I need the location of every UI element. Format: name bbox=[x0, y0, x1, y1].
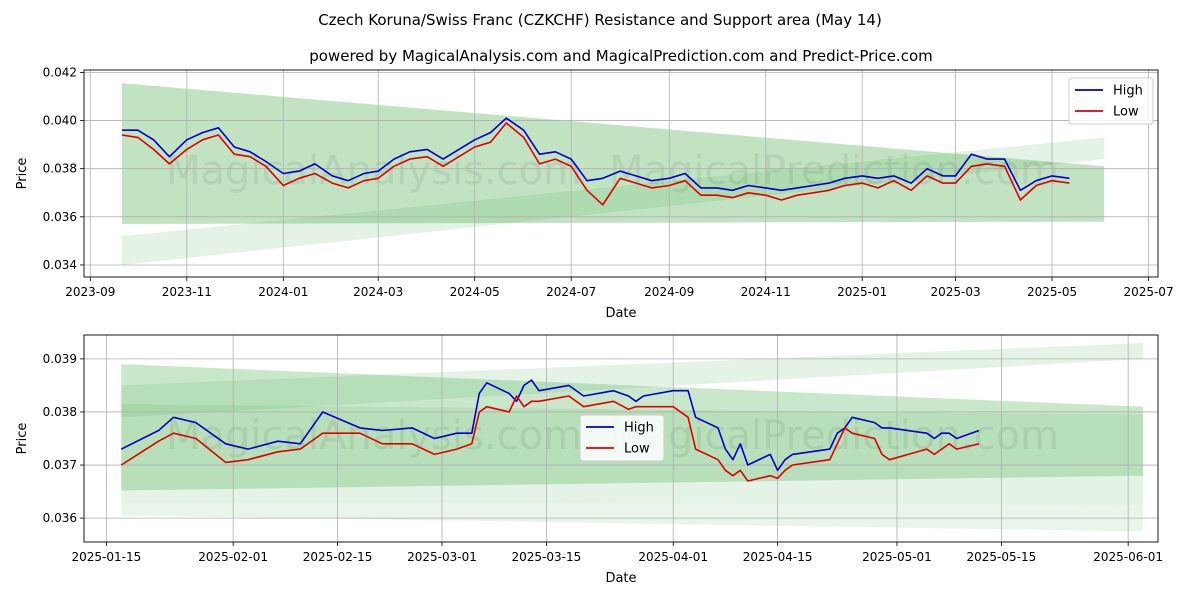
x-tick-label: 2024-09 bbox=[644, 285, 694, 299]
x-tick-label: 2025-04-15 bbox=[743, 550, 813, 564]
x-tick-label: 2025-03-15 bbox=[512, 550, 582, 564]
x-tick-label: 2025-06-01 bbox=[1093, 550, 1163, 564]
y-tick-label: 0.042 bbox=[43, 65, 77, 79]
legend-label-high: High bbox=[624, 421, 654, 436]
plot-frame bbox=[83, 69, 1159, 278]
plot-frame bbox=[83, 334, 1159, 543]
resistance-support-band bbox=[121, 343, 1144, 418]
legend-label-low: Low bbox=[624, 442, 650, 457]
x-tick-label: 2024-01 bbox=[258, 285, 308, 299]
x-tick-label: 2024-05 bbox=[450, 285, 500, 299]
x-tick-label: 2024-03 bbox=[353, 285, 403, 299]
series-line-low bbox=[120, 395, 980, 482]
x-tick-label: 2025-03 bbox=[930, 285, 980, 299]
series-line-high bbox=[120, 379, 980, 472]
series-line-high bbox=[122, 117, 1070, 192]
resistance-support-band bbox=[122, 185, 1105, 224]
x-tick-label: 2025-05 bbox=[1027, 285, 1077, 299]
x-tick-label: 2024-07 bbox=[546, 285, 596, 299]
y-axis-label: Price bbox=[15, 423, 30, 455]
y-tick-label: 0.037 bbox=[43, 458, 77, 472]
watermark-left: MagicalAnalysis.com bbox=[166, 413, 582, 459]
y-tick-label: 0.036 bbox=[43, 210, 77, 224]
x-tick-label: 2025-01-15 bbox=[72, 550, 142, 564]
chart-subtitle: powered by MagicalAnalysis.com and Magic… bbox=[309, 47, 933, 65]
y-tick-label: 0.040 bbox=[43, 114, 77, 128]
x-tick-label: 2025-05-01 bbox=[862, 550, 932, 564]
x-axis-label: Date bbox=[605, 571, 636, 586]
resistance-support-band bbox=[122, 83, 1105, 196]
chart-title: Czech Koruna/Swiss Franc (CZKCHF) Resist… bbox=[318, 11, 882, 29]
y-tick-label: 0.039 bbox=[43, 352, 77, 366]
x-tick-label: 2025-03-01 bbox=[407, 550, 477, 564]
x-tick-label: 2023-11 bbox=[162, 285, 212, 299]
y-tick-label: 0.034 bbox=[43, 258, 77, 272]
x-tick-label: 2025-01 bbox=[837, 285, 887, 299]
x-tick-label: 2025-07 bbox=[1123, 285, 1173, 299]
resistance-support-band bbox=[122, 137, 1105, 265]
x-tick-label: 2025-02-15 bbox=[303, 550, 373, 564]
x-tick-label: 2025-04-01 bbox=[638, 550, 708, 564]
y-tick-label: 0.036 bbox=[43, 511, 77, 525]
x-tick-label: 2025-05-15 bbox=[967, 550, 1037, 564]
watermark-left: MagicalAnalysis.com bbox=[166, 148, 582, 194]
resistance-support-band bbox=[121, 364, 1144, 415]
top-panel: MagicalAnalysis.com MagicalPrediction.com… bbox=[15, 65, 1174, 321]
resistance-support-band bbox=[121, 502, 1144, 532]
y-tick-label: 0.038 bbox=[43, 162, 77, 176]
x-tick-label: 2023-09 bbox=[65, 285, 115, 299]
y-tick-label: 0.038 bbox=[43, 405, 77, 419]
legend-label-high: High bbox=[1113, 84, 1143, 99]
x-axis-label: Date bbox=[605, 306, 636, 321]
bottom-panel: MagicalAnalysis.com MagicalPrediction.com… bbox=[15, 334, 1163, 586]
legend-label-low: Low bbox=[1113, 105, 1139, 120]
y-axis-label: Price bbox=[15, 158, 30, 190]
watermark-right: MagicalPrediction.com bbox=[609, 148, 1059, 194]
x-tick-label: 2024-11 bbox=[741, 285, 791, 299]
resistance-support-band bbox=[121, 475, 1144, 505]
x-tick-label: 2025-02-01 bbox=[198, 550, 268, 564]
series-line-low bbox=[121, 122, 1070, 206]
